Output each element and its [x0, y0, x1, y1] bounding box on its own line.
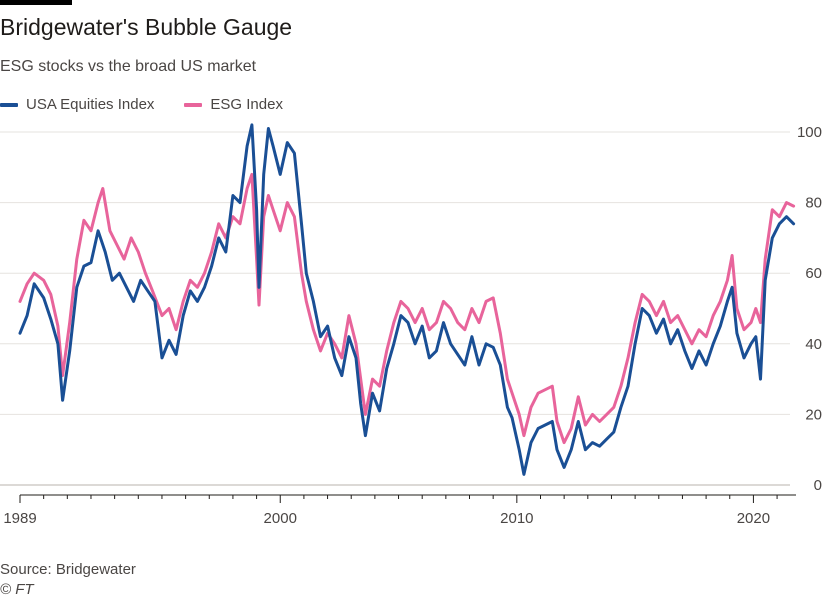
x-tick-label-2020: 2020: [737, 510, 770, 527]
y-tick-label-60: 60: [805, 265, 822, 282]
legend-item-usa: USA Equities Index: [0, 96, 154, 113]
chart-subtitle: ESG stocks vs the broad US market: [0, 58, 257, 75]
y-axis-ticks: 0 20 40 60 80 100: [797, 124, 822, 494]
legend-label-esg: ESG Index: [210, 96, 283, 113]
series-lines: [18, 123, 796, 476]
x-axis: 1989 2000 2010 2020: [3, 494, 796, 527]
legend-label-usa: USA Equities Index: [26, 96, 155, 113]
line-chart: 0 20 40 60 80 100 1989 2000 2010 2020: [0, 123, 822, 527]
brand-bar: [0, 0, 72, 5]
y-tick-label-100: 100: [797, 124, 822, 141]
legend-swatch-esg: [184, 102, 203, 107]
chart-title: Bridgewater's Bubble Gauge: [0, 14, 293, 40]
y-tick-label-20: 20: [805, 406, 822, 423]
legend: USA Equities Index ESG Index: [0, 96, 283, 113]
x-tick-label-1989: 1989: [3, 510, 36, 527]
y-tick-label-0: 0: [814, 477, 822, 494]
legend-swatch-usa: [0, 102, 18, 107]
x-tick-label-2010: 2010: [500, 510, 533, 527]
y-tick-label-40: 40: [805, 336, 822, 353]
copyright: © FT: [0, 581, 34, 598]
legend-item-esg: ESG Index: [184, 96, 283, 113]
x-tick-label-2000: 2000: [264, 510, 297, 527]
y-tick-label-80: 80: [805, 195, 822, 212]
series-line-esg: [18, 172, 796, 445]
source-note: Source: Bridgewater: [0, 561, 136, 578]
series-line-usa-equities: [18, 123, 796, 476]
grid-lines: [0, 131, 790, 486]
